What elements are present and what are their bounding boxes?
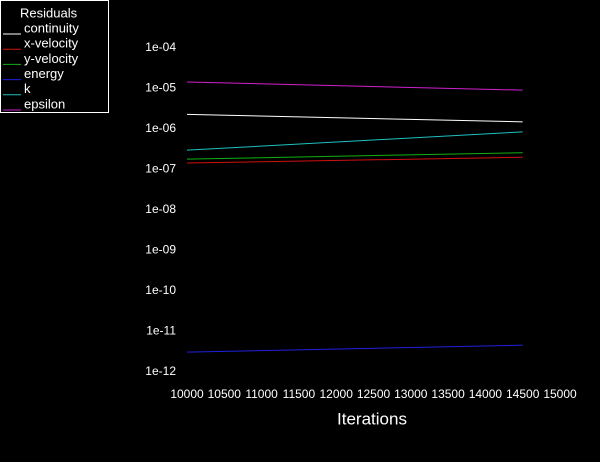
series-line [186, 113, 523, 123]
x-tick-label: 12000 [320, 387, 354, 401]
x-tick-label: 11000 [245, 387, 278, 401]
x-tick-label: 10500 [208, 387, 242, 401]
y-tick-label: 1e-12 [145, 364, 176, 378]
legend-label: x-velocity [24, 36, 79, 51]
legend-label: k [24, 81, 31, 96]
legend-label: energy [24, 66, 64, 81]
y-tick-label: 1e-05 [145, 81, 176, 95]
x-tick-label: 13500 [431, 387, 465, 401]
y-tick-label: 1e-07 [145, 162, 176, 176]
y-tick-label: 1e-10 [145, 283, 176, 297]
legend-title: Residuals [20, 5, 78, 20]
legend-label: epsilon [24, 96, 65, 111]
series-line [186, 152, 523, 160]
y-tick-label: 1e-09 [145, 243, 176, 257]
y-tick-label: 1e-06 [145, 121, 176, 135]
series-line [186, 81, 523, 91]
y-tick-label: 1e-11 [146, 324, 176, 338]
x-tick-label: 14500 [506, 387, 540, 401]
x-tick-label: 13000 [394, 387, 428, 401]
x-tick-label: 10000 [170, 387, 204, 401]
x-tick-label: 14000 [469, 387, 503, 401]
x-tick-label: 11500 [283, 387, 316, 401]
y-tick-label: 1e-08 [145, 202, 176, 216]
legend-label: y-velocity [24, 51, 79, 66]
series-line [186, 131, 523, 151]
x-tick-label: 12500 [357, 387, 391, 401]
x-axis-label: Iterations [337, 409, 407, 428]
legend-box [0, 0, 109, 113]
x-tick-label: 15000 [543, 387, 577, 401]
legend-label: continuity [24, 20, 79, 35]
series-line [186, 156, 523, 164]
y-tick-label: 1e-04 [145, 40, 176, 54]
series-line [186, 344, 523, 353]
